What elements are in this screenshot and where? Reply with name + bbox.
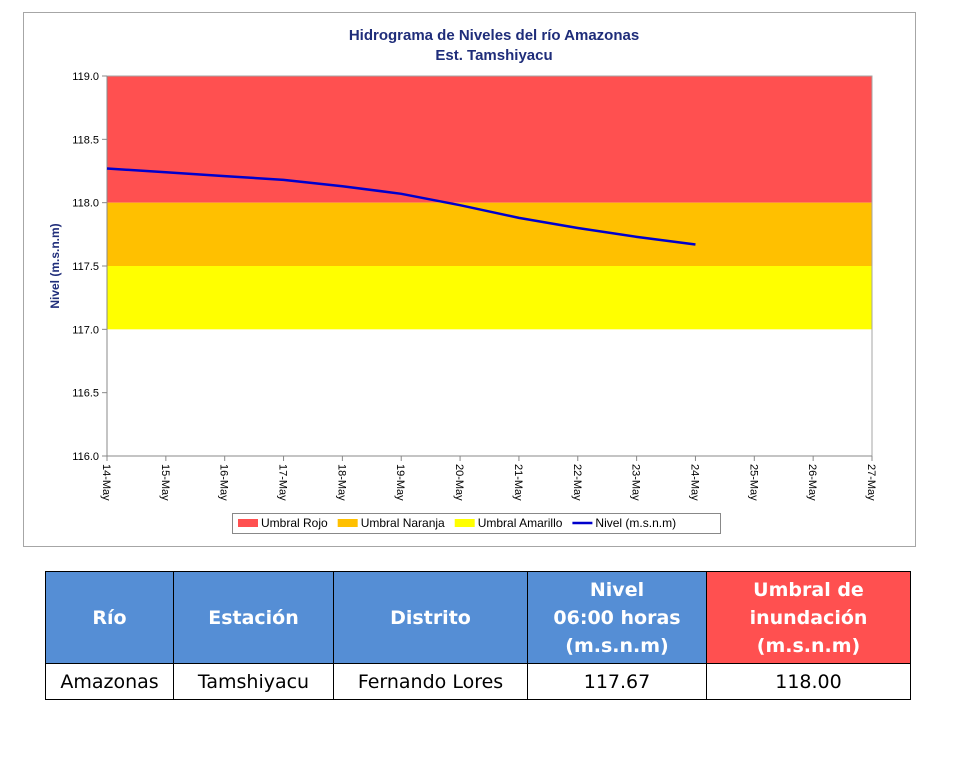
- x-tick-label: 21-May: [512, 464, 524, 501]
- chart: Hidrograma de Niveles del río Amazonas E…: [23, 12, 916, 547]
- header-cell: Nivel 06:00 horas (m.s.n.m): [527, 571, 707, 664]
- legend-swatch: [454, 519, 475, 527]
- chart-title: Hidrograma de Niveles del río Amazonas: [349, 27, 639, 44]
- legend-box: [232, 513, 721, 534]
- y-tick-label: 118.5: [72, 134, 99, 146]
- header-text: (m.s.n.m): [756, 634, 861, 657]
- threshold-band: [107, 202, 872, 266]
- x-tick-label: 18-May: [335, 464, 347, 501]
- x-tick-label: 27-May: [865, 464, 877, 501]
- chart-subtitle: Est. Tamshiyacu: [435, 47, 552, 64]
- threshold-band: [107, 266, 872, 330]
- x-tick-label: 14-May: [100, 464, 112, 501]
- x-tick-label: 15-May: [159, 464, 171, 501]
- x-tick-label: 19-May: [394, 464, 406, 501]
- x-tick-label: 17-May: [277, 464, 289, 501]
- y-tick-label: 117.5: [72, 261, 99, 273]
- y-tick-label: 117.0: [72, 324, 99, 336]
- table-cell: Fernando Lores: [333, 663, 528, 700]
- x-tick-label: 22-May: [571, 464, 583, 501]
- x-tick-label: 26-May: [806, 464, 818, 501]
- table-cell: 117.67: [527, 663, 707, 700]
- threshold-band: [107, 76, 872, 203]
- header-cell: Distrito: [333, 571, 528, 664]
- legend-swatch: [238, 519, 258, 527]
- y-tick-label: 119.0: [72, 71, 99, 83]
- header-cell: Umbral de inundación (m.s.n.m): [706, 571, 911, 664]
- legend-label: Nivel (m.s.n.m): [595, 516, 676, 530]
- x-tick-label: 25-May: [747, 464, 759, 501]
- legend-label: Umbral Amarillo: [478, 516, 563, 530]
- header-cell: Río: [45, 571, 174, 664]
- level-line: [106, 167, 696, 246]
- header-text: Nivel: [589, 578, 645, 601]
- header-text: Distrito: [390, 606, 471, 629]
- table-cell: Tamshiyacu: [173, 663, 334, 700]
- header-text: Estación: [208, 606, 299, 629]
- x-tick-label: 16-May: [218, 464, 230, 501]
- y-tick-label: 116.5: [72, 388, 99, 400]
- x-tick-label: 24-May: [688, 464, 700, 501]
- legend-label: Umbral Rojo: [261, 516, 328, 530]
- table-cell: 118.00: [706, 663, 911, 700]
- table-row: Amazonas Tamshiyacu Fernando Lores 117.67 11…: [45, 663, 911, 700]
- header-text: Umbral de: [753, 578, 864, 601]
- y-axis-label: Nivel (m.s.n.m): [48, 223, 62, 308]
- y-tick-label: 118.0: [72, 198, 99, 210]
- y-tick-label: 116.0: [72, 451, 99, 463]
- legend-swatch: [337, 519, 358, 527]
- table: Río Estación Distrito Nivel 06:00 horas (m.s.…: [45, 571, 911, 700]
- header-text: 06:00 horas: [553, 606, 681, 629]
- header-text: Río: [92, 606, 127, 629]
- header-text: (m.s.n.m): [565, 634, 669, 657]
- table-cell: Amazonas: [45, 663, 174, 700]
- x-tick-label: 23-May: [630, 464, 642, 501]
- x-tick-label: 20-May: [453, 464, 465, 501]
- header-text: inundación: [749, 606, 868, 629]
- legend-label: Umbral Naranja: [361, 516, 445, 530]
- header-cell: Estación: [173, 571, 334, 664]
